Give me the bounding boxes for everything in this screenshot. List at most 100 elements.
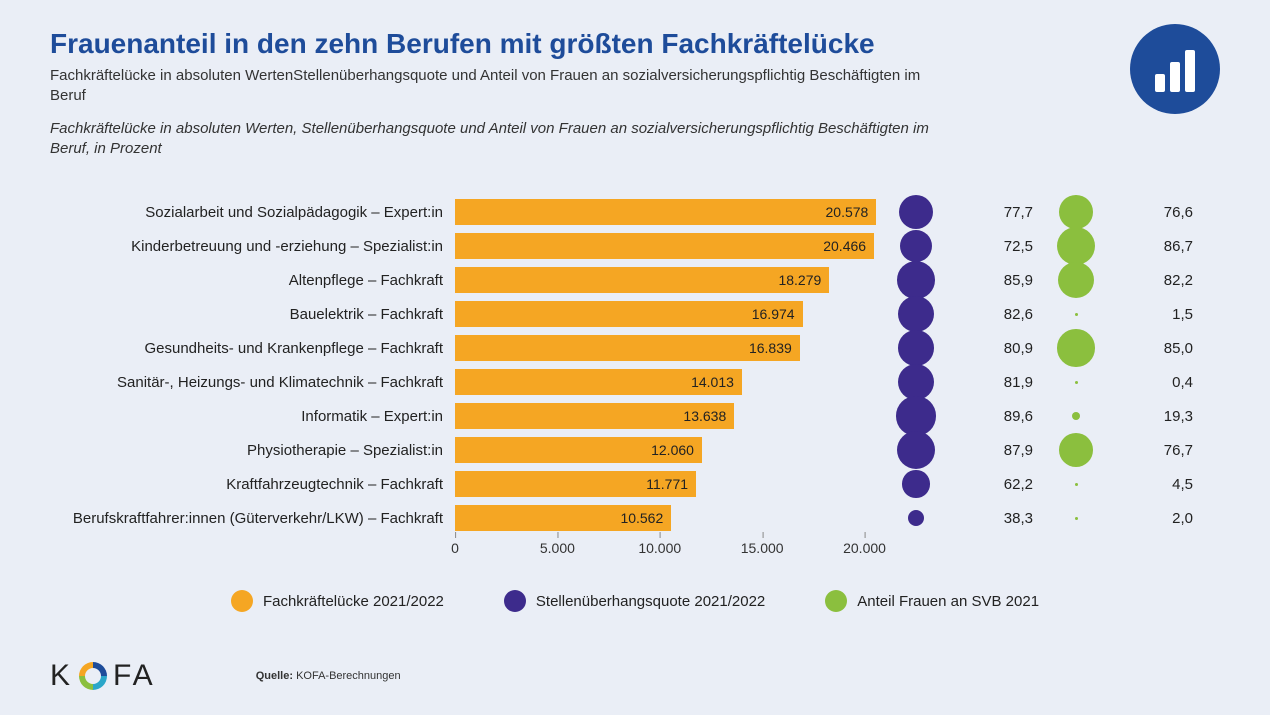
category-label: Bauelektrik – Fachkraft	[50, 306, 455, 323]
source-text: KOFA-Berechnungen	[296, 670, 401, 682]
bubble-zone-purple: 81,9	[885, 365, 1045, 399]
chart-row: Altenpflege – Fachkraft18.279 85,9 82,2	[50, 263, 1220, 297]
page-title: Frauenanteil in den zehn Berufen mit grö…	[50, 28, 1220, 60]
category-label: Informatik – Expert:in	[50, 408, 455, 425]
bar: 20.466	[455, 233, 874, 259]
x-tick: 15.000	[741, 540, 784, 556]
bubble-value: 62,2	[995, 476, 1045, 493]
header: Frauenanteil in den zehn Berufen mit grö…	[0, 0, 1270, 159]
bubble-green	[1075, 517, 1078, 520]
bar-zone: 20.466	[455, 233, 885, 259]
bubble-zone-green: 86,7	[1045, 229, 1205, 263]
category-label: Sanitär-, Heizungs- und Klimatechnik – F…	[50, 374, 455, 391]
bar-zone: 16.839	[455, 335, 885, 361]
bubble-zone-purple: 80,9	[885, 331, 1045, 365]
bar-zone: 14.013	[455, 369, 885, 395]
bubble-zone-purple: 77,7	[885, 195, 1045, 229]
bubble-green	[1057, 227, 1095, 265]
bubble-zone-green: 0,4	[1045, 365, 1205, 399]
bubble-value: 89,6	[995, 408, 1045, 425]
bar: 16.974	[455, 301, 803, 327]
bar: 10.562	[455, 505, 671, 531]
category-label: Physiotherapie – Spezialist:in	[50, 442, 455, 459]
bubble-purple	[897, 431, 936, 470]
bar-zone: 20.578	[455, 199, 885, 225]
legend-label: Fachkräftelücke 2021/2022	[263, 593, 444, 610]
bubble-zone-green: 76,6	[1045, 195, 1205, 229]
bubble-zone-green: 82,2	[1045, 263, 1205, 297]
chart-row: Informatik – Expert:in13.638 89,619,3	[50, 399, 1220, 433]
bar-zone: 13.638	[455, 403, 885, 429]
bubble-zone-green: 1,5	[1045, 297, 1205, 331]
chart-row: Kinderbetreuung und -erziehung – Spezial…	[50, 229, 1220, 263]
bar-zone: 11.771	[455, 471, 885, 497]
legend: Fachkräftelücke 2021/2022 Stellenüberhan…	[0, 590, 1270, 612]
legend-label: Stellenüberhangsquote 2021/2022	[536, 593, 765, 610]
bubble-value: 76,7	[1155, 442, 1205, 459]
footer: K FA Quelle: KOFA-Berechnungen	[50, 659, 401, 693]
bubble-zone-green: 85,0	[1045, 331, 1205, 365]
bubble-purple	[899, 195, 933, 229]
bubble-value: 87,9	[995, 442, 1045, 459]
bubble-green	[1059, 433, 1093, 467]
chart-row: Sozialarbeit und Sozialpädagogik – Exper…	[50, 195, 1220, 229]
logo-ring-icon	[79, 662, 107, 690]
bubble-value: 1,5	[1155, 306, 1205, 323]
source-line: Quelle: KOFA-Berechnungen	[256, 670, 401, 682]
category-label: Gesundheits- und Krankenpflege – Fachkra…	[50, 340, 455, 357]
category-label: Sozialarbeit und Sozialpädagogik – Exper…	[50, 204, 455, 221]
bubble-purple	[897, 261, 935, 299]
chart-row: Bauelektrik – Fachkraft16.974 82,6 1,5	[50, 297, 1220, 331]
bar: 16.839	[455, 335, 800, 361]
bubble-value: 38,3	[995, 510, 1045, 527]
x-tick: 10.000	[638, 540, 681, 556]
bubble-value: 0,4	[1155, 374, 1205, 391]
bubble-purple	[898, 296, 934, 332]
legend-item-purple: Stellenüberhangsquote 2021/2022	[504, 590, 765, 612]
bubble-zone-green: 19,3	[1045, 399, 1205, 433]
legend-swatch-purple	[504, 590, 526, 612]
legend-swatch-green	[825, 590, 847, 612]
source-label: Quelle:	[256, 670, 293, 682]
bubble-value: 86,7	[1155, 238, 1205, 255]
bubble-green	[1075, 381, 1078, 384]
bubble-value: 4,5	[1155, 476, 1205, 493]
x-tick: 20.000	[843, 540, 886, 556]
bubble-green	[1072, 412, 1080, 420]
legend-swatch-orange	[231, 590, 253, 612]
chart-row: Physiotherapie – Spezialist:in12.06087,9…	[50, 433, 1220, 467]
legend-label: Anteil Frauen an SVB 2021	[857, 593, 1039, 610]
legend-item-bar: Fachkräftelücke 2021/2022	[231, 590, 444, 612]
bubble-zone-purple: 72,5	[885, 229, 1045, 263]
bubble-zone-green: 2,0	[1045, 501, 1205, 535]
category-label: Altenpflege – Fachkraft	[50, 272, 455, 289]
bubble-purple	[898, 330, 934, 366]
bubble-green	[1058, 262, 1094, 298]
bubble-zone-purple: 82,6	[885, 297, 1045, 331]
bubble-zone-purple: 85,9	[885, 263, 1045, 297]
chart-row: Berufskraftfahrer:innen (Güterverkehr/LK…	[50, 501, 1220, 535]
chart-row: Sanitär-, Heizungs- und Klimatechnik – F…	[50, 365, 1220, 399]
bubble-zone-purple: 87,9	[885, 433, 1045, 467]
bubble-zone-green: 4,5	[1045, 467, 1205, 501]
bubble-zone-purple: 62,2	[885, 467, 1045, 501]
bubble-purple	[902, 470, 929, 497]
bubble-zone-purple: 38,3	[885, 501, 1045, 535]
bubble-value: 82,2	[1155, 272, 1205, 289]
legend-item-green: Anteil Frauen an SVB 2021	[825, 590, 1039, 612]
bubble-green	[1075, 483, 1078, 486]
chart-badge-icon	[1130, 24, 1220, 114]
page-description: Fachkräftelücke in absoluten Werten, Ste…	[50, 119, 930, 160]
bubble-green	[1059, 195, 1093, 229]
bubble-value: 82,6	[995, 306, 1045, 323]
bar-zone: 16.974	[455, 301, 885, 327]
category-label: Berufskraftfahrer:innen (Güterverkehr/LK…	[50, 510, 455, 527]
bubble-green	[1075, 313, 1078, 316]
bubble-green	[1057, 329, 1094, 366]
page-subtitle: Fachkräftelücke in absoluten WertenStell…	[50, 66, 930, 107]
bar: 13.638	[455, 403, 734, 429]
bubble-value: 85,9	[995, 272, 1045, 289]
category-label: Kinderbetreuung und -erziehung – Spezial…	[50, 238, 455, 255]
bar-zone: 18.279	[455, 267, 885, 293]
bar-zone: 10.562	[455, 505, 885, 531]
